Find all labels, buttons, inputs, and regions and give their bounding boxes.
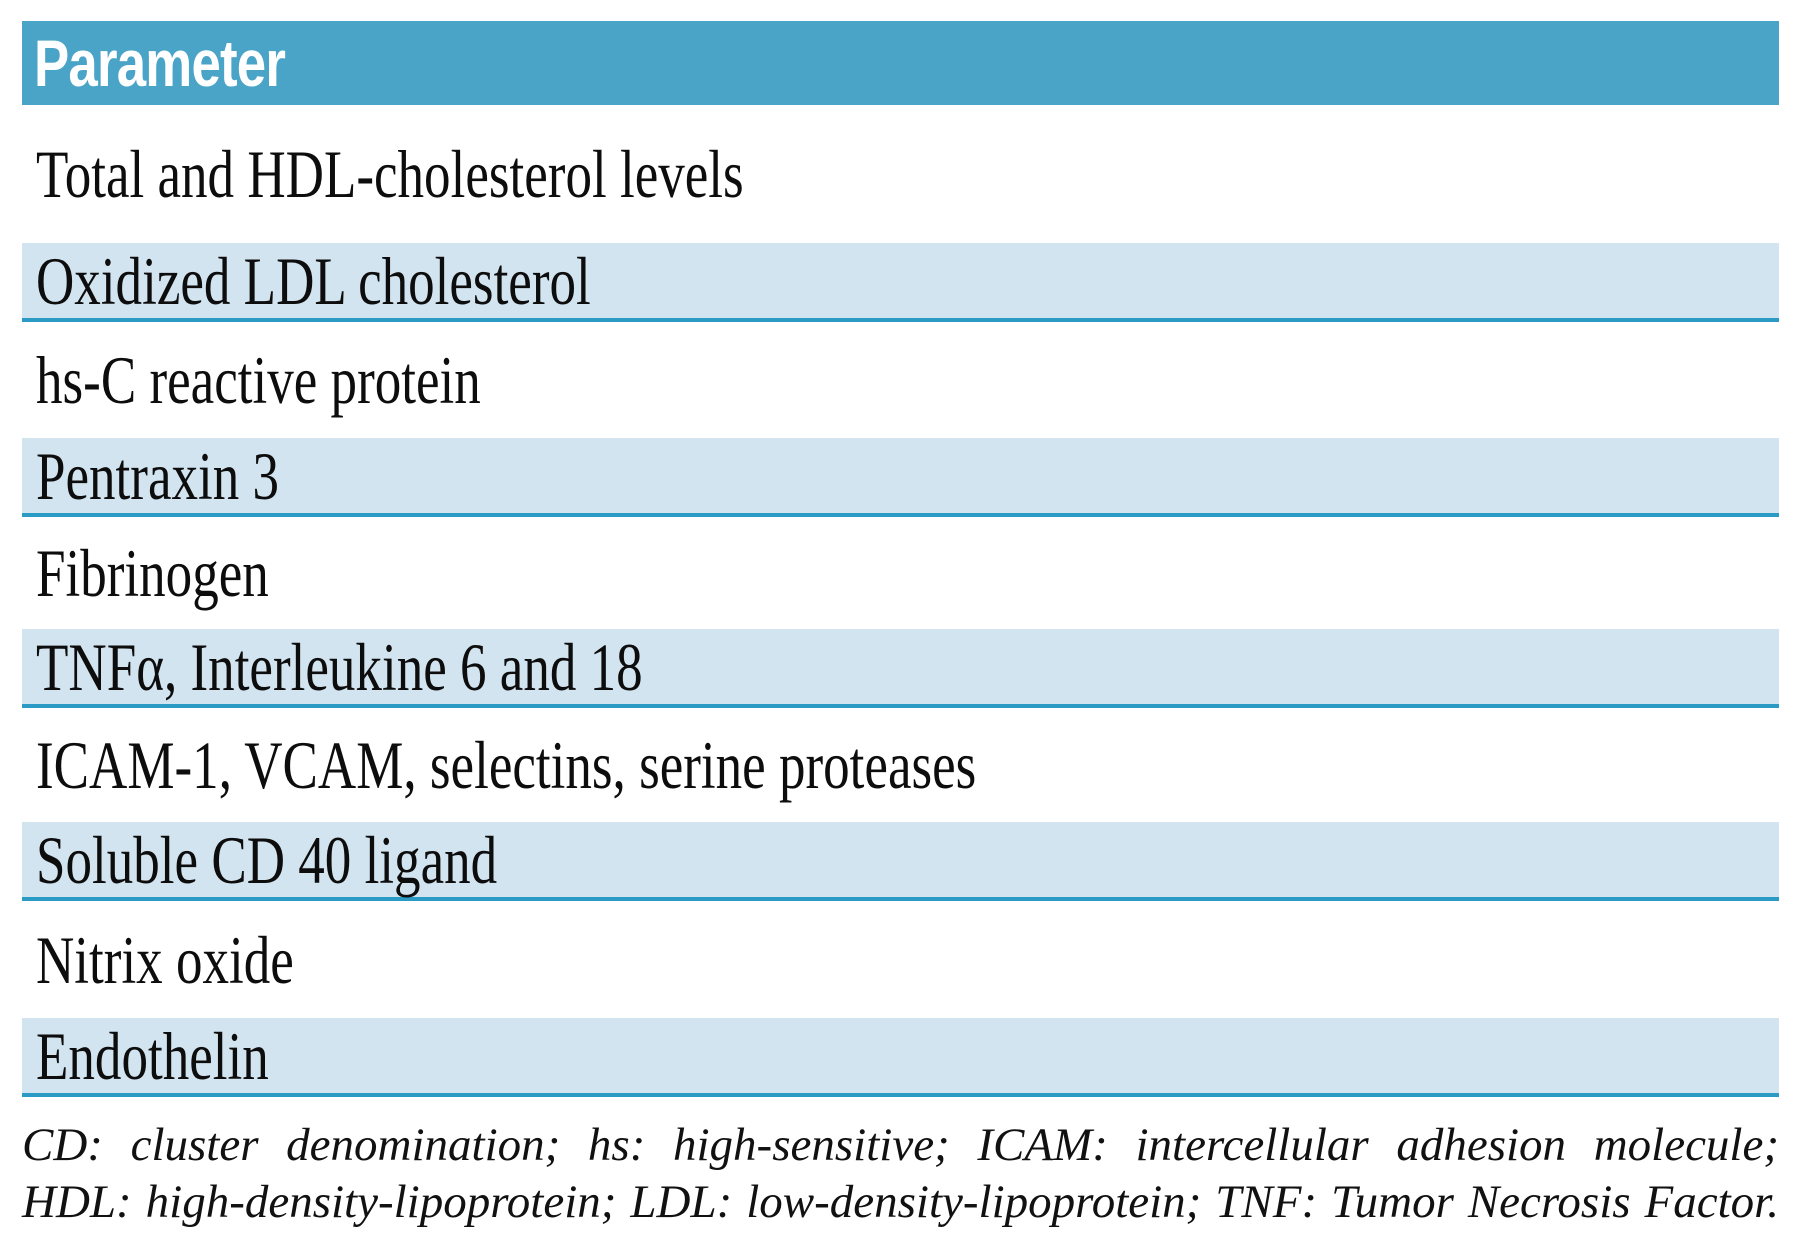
parameter-table: Parameter Total and HDL-cholesterol leve… [22,21,1779,1231]
table-header-row: Parameter [22,21,1779,105]
table-row: Nitrix oxide [22,901,1779,1018]
table-row: Endothelin [22,1018,1779,1097]
table-row: Pentraxin 3 [22,438,1779,517]
table-footnote: CD: cluster denomination; hs: high-sensi… [22,1117,1779,1231]
footnote-line-2: HDL: high-density-lipoprotein; LDL: low-… [22,1176,1779,1228]
column-header-parameter: Parameter [34,26,286,100]
table-row: TNFα, Interleukine 6 and 18 [22,629,1779,708]
table-row: ICAM-1, VCAM, selectins, serine protease… [22,708,1779,822]
table-row: Soluble CD 40 ligand [22,822,1779,901]
table-row: hs-C reactive protein [22,322,1779,438]
row-label: Fibrinogen [36,535,269,611]
row-label: Soluble CD 40 ligand [36,821,498,898]
row-label: Pentraxin 3 [36,437,280,514]
table-body: Total and HDL-cholesterol levels Oxidize… [22,105,1779,1097]
table-row: Fibrinogen [22,517,1779,629]
row-label: ICAM-1, VCAM, selectins, serine protease… [36,727,977,803]
footnote-line-1: CD: cluster denomination; hs: high-sensi… [22,1119,1779,1171]
row-label: hs-C reactive protein [36,342,481,418]
row-label: Total and HDL-cholesterol levels [36,136,744,212]
row-label: Nitrix oxide [36,921,294,998]
table-row: Oxidized LDL cholesterol [22,243,1779,322]
row-label: Endothelin [36,1017,269,1094]
row-label: Oxidized LDL cholesterol [36,242,591,319]
row-label: TNFα, Interleukine 6 and 18 [36,628,643,705]
table-row: Total and HDL-cholesterol levels [22,105,1779,243]
